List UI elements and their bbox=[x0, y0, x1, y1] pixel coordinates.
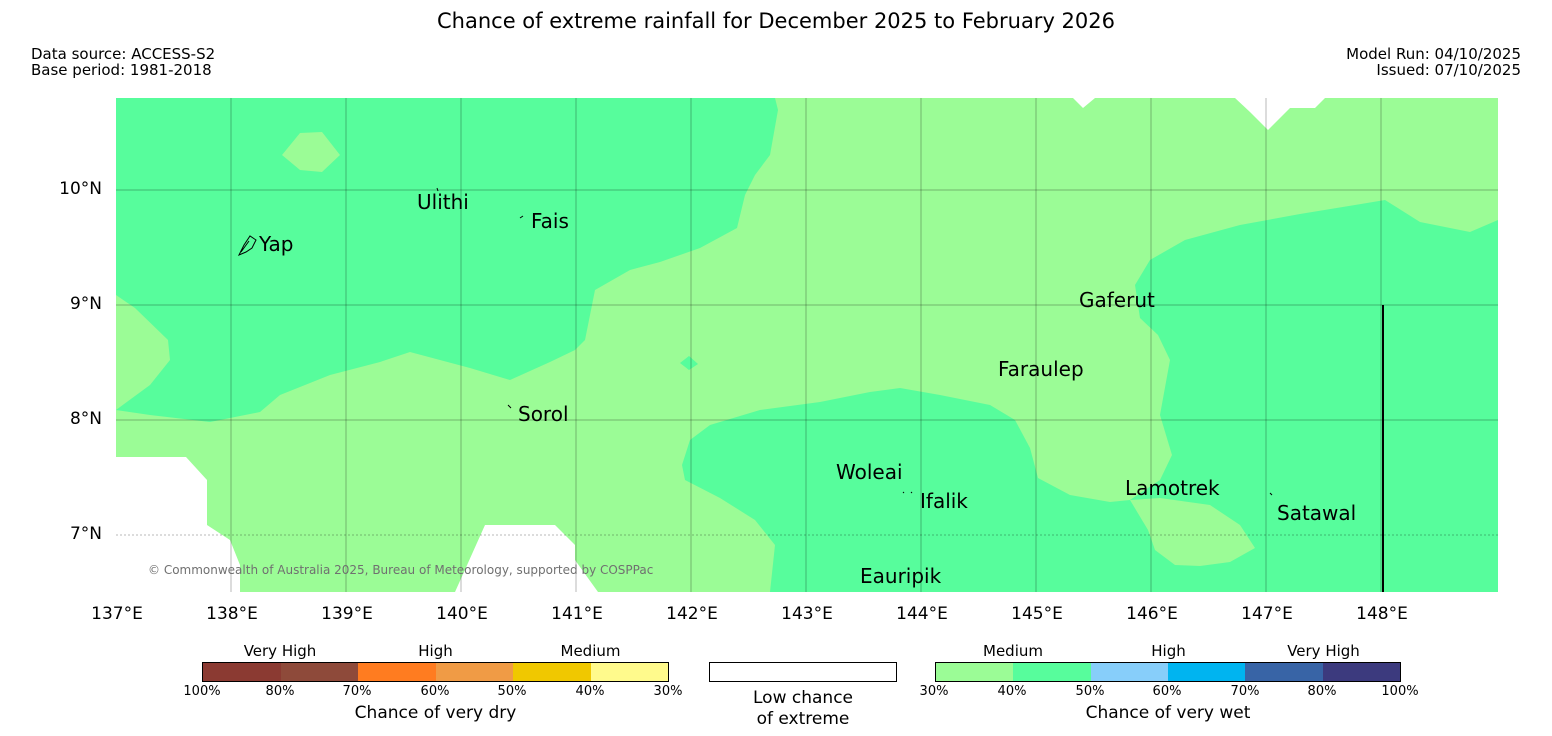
dry-tick: 50% bbox=[497, 684, 527, 699]
satawal-mark bbox=[1269, 492, 1273, 496]
wet-tick: 80% bbox=[1307, 684, 1337, 699]
dry-tick: 40% bbox=[575, 684, 605, 699]
model-run-label: Model Run: 04/10/2025 bbox=[1346, 45, 1521, 63]
wet-tick: 100% bbox=[1381, 684, 1419, 699]
data-source-label: Data source: ACCESS-S2 bbox=[31, 45, 216, 63]
wet-caption: Chance of very wet bbox=[1085, 703, 1251, 723]
issued-label: Issued: 07/10/2025 bbox=[1376, 61, 1521, 79]
wet-tick: 50% bbox=[1075, 684, 1105, 699]
dry-group-medium: Medium bbox=[560, 642, 621, 660]
dry-tick: 70% bbox=[342, 684, 372, 699]
header-right: Model Run: 04/10/2025 Issued: 07/10/2025 bbox=[1346, 46, 1521, 78]
wet-tick: 60% bbox=[1152, 684, 1182, 699]
dry-swatch-40-30 bbox=[590, 663, 668, 681]
lat-label-10n: 10°N bbox=[59, 179, 102, 199]
place-label-faraulep: Faraulep bbox=[998, 357, 1084, 381]
dry-tick: 30% bbox=[653, 684, 683, 699]
wet-tick: 40% bbox=[997, 684, 1027, 699]
wet-group-high: High bbox=[1151, 642, 1186, 660]
dry-swatch-50-40 bbox=[513, 663, 591, 681]
dry-swatch-70-60 bbox=[358, 663, 436, 681]
dry-swatch-60-50 bbox=[435, 663, 513, 681]
medium-wet-40-50-region-south bbox=[682, 200, 1498, 592]
lon-label-145e: 145°E bbox=[1011, 604, 1063, 624]
ifalik-mark-1 bbox=[902, 491, 905, 494]
lon-label-143e: 143°E bbox=[781, 604, 833, 624]
lon-label-138e: 138°E bbox=[206, 604, 258, 624]
low-chance-line-1: Low chance bbox=[753, 688, 853, 708]
lon-label-139e: 139°E bbox=[321, 604, 373, 624]
place-label-gaferut: Gaferut bbox=[1079, 288, 1155, 312]
low-chance-caption: Low chance of extreme bbox=[709, 688, 897, 730]
lat-label-7n: 7°N bbox=[69, 524, 102, 544]
lat-label-9n: 9°N bbox=[69, 294, 102, 314]
low-chance-swatch bbox=[709, 662, 897, 682]
wet-group-very-high: Very High bbox=[1287, 642, 1360, 660]
atoll-marks bbox=[436, 187, 1273, 496]
wet-group-medium: Medium bbox=[983, 642, 1043, 660]
wet-swatch-40-50 bbox=[1013, 663, 1091, 681]
medium-wet-40-50-region-north bbox=[116, 98, 778, 422]
wet-swatch-50-60 bbox=[1090, 663, 1168, 681]
medium-wet-30-40-pocket-north bbox=[282, 132, 340, 172]
wet-tick: 70% bbox=[1230, 684, 1260, 699]
dry-swatch-80-70 bbox=[280, 663, 358, 681]
place-label-ulithi: Ulithi bbox=[417, 190, 469, 214]
medium-wet-30-40-pocket-east bbox=[1130, 498, 1255, 566]
low-chance-line-2: of extreme bbox=[756, 709, 850, 729]
lon-label-144e: 144°E bbox=[896, 604, 948, 624]
fais-mark bbox=[519, 215, 524, 219]
dry-tick: 80% bbox=[265, 684, 295, 699]
page-title: Chance of extreme rainfall for December … bbox=[437, 9, 1115, 33]
wet-swatch-80-100 bbox=[1322, 663, 1400, 681]
wet-colorbar bbox=[935, 662, 1401, 682]
place-label-eauripik: Eauripik bbox=[860, 564, 942, 588]
wet-tick: 30% bbox=[919, 684, 949, 699]
place-label-satawal: Satawal bbox=[1277, 501, 1357, 525]
dry-tick: 100% bbox=[183, 684, 221, 699]
place-label-fais: Fais bbox=[531, 209, 569, 233]
place-label-sorol: Sorol bbox=[518, 402, 569, 426]
header-left: Data source: ACCESS-S2 Base period: 1981… bbox=[31, 46, 215, 78]
wet-swatch-30-40 bbox=[936, 663, 1014, 681]
low-chance-region-west bbox=[116, 457, 240, 592]
lon-label-137e: 137°E bbox=[91, 604, 143, 624]
dry-caption: Chance of very dry bbox=[354, 703, 517, 723]
dry-group-high: High bbox=[418, 642, 453, 660]
yap-island-outline bbox=[237, 235, 257, 256]
base-period-label: Base period: 1981-2018 bbox=[31, 61, 212, 79]
lon-label-141e: 141°E bbox=[551, 604, 603, 624]
lon-label-142e: 142°E bbox=[666, 604, 718, 624]
low-chance-region-northeast bbox=[1235, 98, 1325, 130]
place-label-ifalik: Ifalik bbox=[920, 489, 968, 513]
lon-label-148e: 148°E bbox=[1356, 604, 1408, 624]
dry-colorbar bbox=[202, 662, 669, 682]
wet-swatch-60-70 bbox=[1167, 663, 1246, 681]
place-label-lamotrek: Lamotrek bbox=[1125, 476, 1220, 500]
sorol-mark bbox=[507, 404, 512, 409]
wet-swatch-70-80 bbox=[1245, 663, 1323, 681]
medium-wet-30-40-pocket-west bbox=[116, 295, 170, 410]
lat-label-8n: 8°N bbox=[69, 409, 102, 429]
map-gridlines bbox=[116, 98, 1498, 592]
ulithi-mark bbox=[436, 187, 439, 192]
dry-tick: 60% bbox=[420, 684, 450, 699]
place-label-yap: Yap bbox=[259, 232, 294, 256]
lon-label-147e: 147°E bbox=[1241, 604, 1293, 624]
low-chance-region-north bbox=[1073, 98, 1095, 108]
low-chance-region-south bbox=[455, 525, 598, 592]
medium-wet-40-50-patch bbox=[680, 356, 698, 370]
lon-label-140e: 140°E bbox=[436, 604, 488, 624]
map-plot-area bbox=[116, 98, 1498, 592]
dry-group-very-high: Very High bbox=[243, 642, 317, 660]
ifalik-mark-2 bbox=[910, 491, 913, 494]
place-label-woleai: Woleai bbox=[836, 460, 903, 484]
dry-swatch-100-80 bbox=[203, 663, 281, 681]
copyright-notice: © Commonwealth of Australia 2025, Bureau… bbox=[148, 563, 654, 577]
lon-label-146e: 146°E bbox=[1126, 604, 1178, 624]
